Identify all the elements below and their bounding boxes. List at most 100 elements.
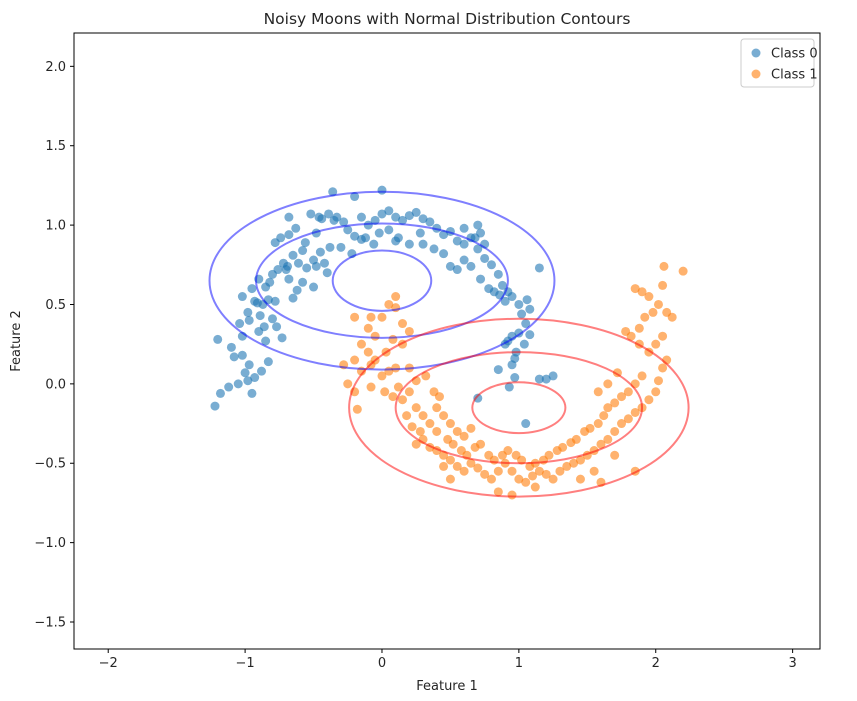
x-tick-label: −2 (99, 656, 118, 671)
data-point-class-1 (544, 450, 554, 460)
contour-ellipse-class-1 (348, 317, 690, 498)
data-point-class-0 (473, 220, 483, 230)
data-point-class-0 (452, 265, 462, 275)
data-point-class-0 (329, 215, 339, 225)
contour-ellipse-class-1 (394, 351, 644, 465)
data-point-class-0 (500, 296, 510, 306)
data-point-class-1 (637, 371, 647, 381)
data-point-class-0 (314, 212, 324, 222)
data-point-class-0 (247, 284, 257, 294)
data-point-class-0 (356, 212, 366, 222)
data-point-class-1 (593, 419, 603, 429)
data-point-class-1 (391, 363, 401, 373)
data-point-class-1 (366, 312, 376, 322)
data-point-class-1 (486, 474, 496, 484)
data-point-class-0 (300, 238, 310, 248)
y-axis: −1.5 −1.0 −0.5 0.0 0.5 1.0 1.5 2.0 (34, 60, 74, 631)
data-point-class-0 (237, 350, 247, 360)
data-point-class-0 (548, 371, 558, 381)
data-point-class-1 (658, 331, 668, 341)
data-point-class-0 (493, 365, 503, 375)
plot-area (208, 185, 690, 500)
y-tick-label: 0.5 (45, 298, 66, 313)
contours-class-1 (348, 317, 690, 498)
data-point-class-0 (415, 228, 425, 238)
data-point-class-1 (644, 395, 654, 405)
plot-content (208, 185, 690, 500)
data-point-class-0 (284, 274, 294, 284)
data-point-class-1 (370, 331, 380, 341)
data-point-class-1 (404, 326, 414, 336)
data-point-class-1 (653, 376, 663, 386)
data-point-class-0 (473, 244, 483, 254)
data-point-class-0 (336, 242, 346, 252)
data-point-class-0 (267, 314, 277, 324)
data-point-class-0 (525, 330, 535, 340)
data-point-class-1 (452, 426, 462, 436)
data-point-class-0 (281, 265, 291, 275)
data-point-class-0 (215, 388, 225, 398)
data-point-class-0 (517, 309, 527, 319)
data-point-class-1 (466, 458, 476, 468)
data-point-class-0 (324, 209, 334, 219)
data-point-class-1 (507, 466, 517, 476)
data-point-class-1 (541, 469, 551, 479)
data-point-class-0 (229, 352, 239, 362)
data-point-class-0 (288, 250, 298, 260)
x-tick-label: −1 (236, 656, 255, 671)
data-point-class-0 (277, 333, 287, 343)
data-point-class-0 (272, 322, 282, 332)
data-point-class-1 (343, 379, 353, 389)
data-point-class-1 (623, 414, 633, 424)
data-point-class-0 (459, 223, 469, 233)
data-point-class-0 (311, 261, 321, 271)
data-point-class-1 (402, 411, 412, 421)
data-point-class-0 (429, 244, 439, 254)
data-point-class-0 (315, 247, 325, 257)
data-point-class-1 (352, 404, 362, 414)
data-point-class-0 (288, 293, 298, 303)
data-point-class-1 (445, 474, 455, 484)
data-point-class-0 (445, 261, 455, 271)
data-point-class-1 (603, 434, 613, 444)
x-tick-label: 1 (515, 656, 523, 671)
data-point-class-1 (667, 312, 677, 322)
data-point-class-0 (377, 185, 387, 195)
data-point-class-1 (634, 323, 644, 333)
data-point-class-1 (589, 466, 599, 476)
data-point-class-1 (439, 411, 449, 421)
data-point-class-1 (411, 403, 421, 413)
data-point-class-1 (658, 363, 668, 373)
data-point-class-0 (476, 274, 486, 284)
x-axis-title: Feature 1 (416, 679, 478, 694)
data-point-class-0 (261, 336, 271, 346)
data-point-class-1 (630, 407, 640, 417)
data-point-class-0 (240, 368, 250, 378)
data-point-class-0 (339, 217, 349, 227)
y-tick-label: 2.0 (45, 60, 66, 75)
data-point-class-1 (350, 312, 360, 322)
data-point-class-1 (432, 403, 442, 413)
data-point-class-0 (244, 315, 254, 325)
data-point-class-0 (257, 366, 267, 376)
series-class-1 (339, 261, 688, 500)
data-point-class-1 (599, 411, 609, 421)
data-point-class-1 (528, 471, 538, 481)
data-point-class-0 (291, 223, 301, 233)
data-point-class-0 (250, 373, 260, 383)
data-point-class-1 (507, 490, 517, 500)
data-point-class-0 (466, 261, 476, 271)
data-point-class-0 (263, 357, 273, 367)
data-point-class-0 (309, 282, 319, 292)
data-point-class-1 (459, 431, 469, 441)
data-point-class-1 (569, 458, 579, 468)
contour-ellipse-class-0 (331, 249, 433, 312)
data-point-class-0 (384, 206, 394, 216)
data-point-class-1 (398, 319, 408, 329)
data-point-class-1 (377, 371, 387, 381)
data-point-class-0 (459, 255, 469, 265)
data-point-class-1 (356, 339, 366, 349)
data-point-class-0 (226, 342, 236, 352)
data-point-class-1 (603, 403, 613, 413)
data-point-class-0 (459, 239, 469, 249)
